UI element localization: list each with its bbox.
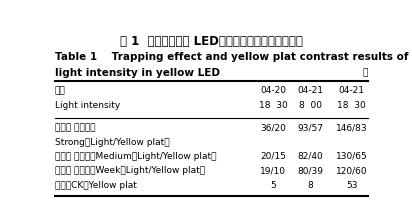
Text: 18  30: 18 30 xyxy=(259,101,288,110)
Text: 8: 8 xyxy=(307,181,313,190)
Text: 表 1  不同光强黄色 LED误杀效果以及黄板对照结果: 表 1 不同光强黄色 LED误杀效果以及黄板对照结果 xyxy=(120,35,302,48)
Text: 20/15: 20/15 xyxy=(260,152,286,161)
Text: 18  30: 18 30 xyxy=(337,101,366,110)
Text: 8  00: 8 00 xyxy=(299,101,322,110)
Text: 19/10: 19/10 xyxy=(260,166,286,175)
Text: 82/40: 82/40 xyxy=(297,152,323,161)
Text: 130/65: 130/65 xyxy=(336,152,368,161)
Text: 头: 头 xyxy=(362,68,368,77)
Text: Light intensity: Light intensity xyxy=(55,101,120,110)
Text: 中（灯 ／黄板）Medium（Light/Yellow plat）: 中（灯 ／黄板）Medium（Light/Yellow plat） xyxy=(55,152,216,161)
Text: 93/57: 93/57 xyxy=(297,123,323,132)
Text: 120/60: 120/60 xyxy=(336,166,368,175)
Text: 5: 5 xyxy=(271,181,276,190)
Text: 36/20: 36/20 xyxy=(260,123,286,132)
Text: Table 1    Trapping effect and yellow plat contrast results of different: Table 1 Trapping effect and yellow plat … xyxy=(55,52,412,62)
Text: 强（灯 ／黄板）: 强（灯 ／黄板） xyxy=(55,123,95,132)
Text: 光强: 光强 xyxy=(55,86,66,95)
Text: 黄板（CK）Yellow plat: 黄板（CK）Yellow plat xyxy=(55,181,136,190)
Text: 04-20: 04-20 xyxy=(260,86,286,95)
Text: 弱（灯 ／黄板）Week（Light/Yellow plat）: 弱（灯 ／黄板）Week（Light/Yellow plat） xyxy=(55,166,205,175)
Text: light intensity in yellow LED: light intensity in yellow LED xyxy=(55,68,220,78)
Text: 53: 53 xyxy=(346,181,357,190)
Text: 80/39: 80/39 xyxy=(297,166,323,175)
Text: 04-21: 04-21 xyxy=(297,86,323,95)
Text: 146/83: 146/83 xyxy=(336,123,368,132)
Text: 04-21: 04-21 xyxy=(339,86,365,95)
Text: Strong（Light/Yellow plat）: Strong（Light/Yellow plat） xyxy=(55,138,169,147)
